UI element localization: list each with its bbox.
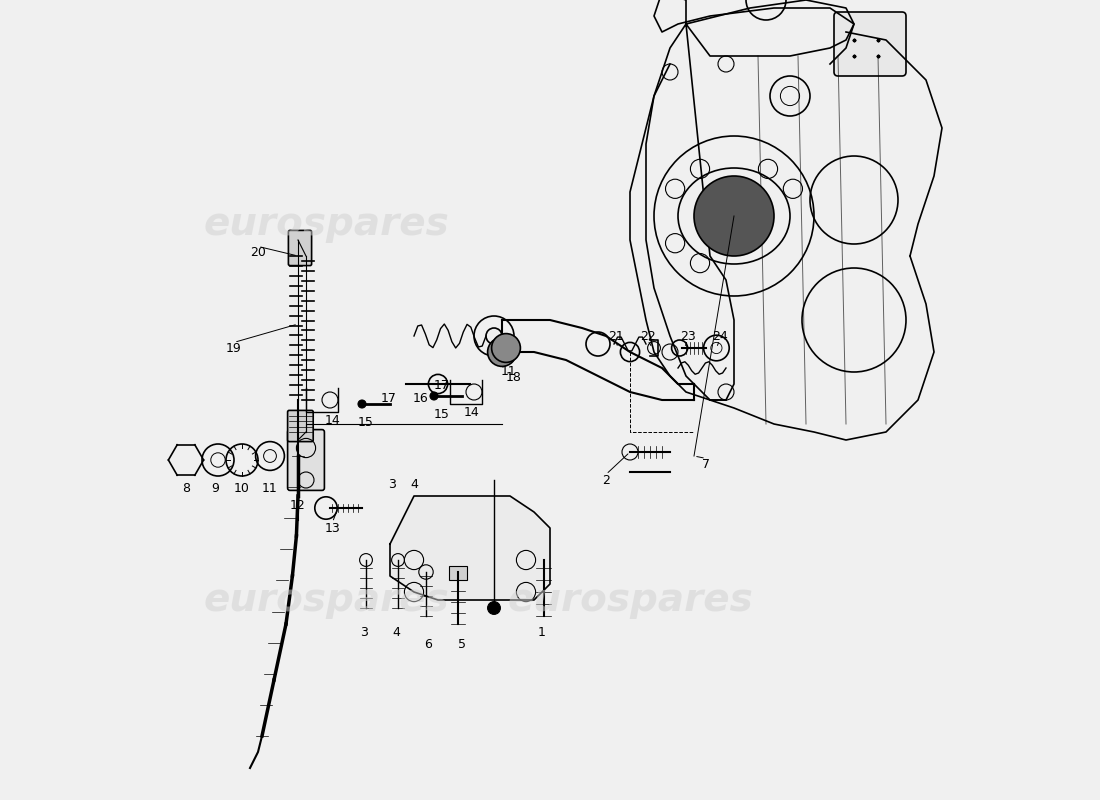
Circle shape (487, 338, 516, 366)
Text: 4: 4 (410, 478, 418, 490)
Text: 5: 5 (458, 638, 466, 650)
Text: 3: 3 (387, 478, 396, 490)
Circle shape (430, 392, 438, 400)
FancyBboxPatch shape (287, 430, 324, 490)
Text: 22: 22 (640, 330, 656, 342)
Circle shape (694, 176, 774, 256)
Bar (449, 566, 466, 580)
Circle shape (358, 400, 366, 408)
FancyBboxPatch shape (287, 410, 314, 442)
Polygon shape (390, 496, 550, 600)
FancyBboxPatch shape (288, 230, 311, 266)
Text: eurospares: eurospares (204, 581, 449, 619)
Text: 11: 11 (262, 482, 278, 494)
Text: 13: 13 (324, 522, 340, 534)
Text: 19: 19 (227, 342, 242, 354)
Text: 1: 1 (538, 626, 546, 638)
Text: 14: 14 (464, 406, 480, 418)
Text: 3: 3 (361, 626, 368, 638)
Text: 14: 14 (324, 414, 340, 426)
Text: 17: 17 (434, 379, 450, 392)
Text: 11: 11 (500, 365, 516, 378)
Text: 20: 20 (250, 246, 266, 258)
Text: 18: 18 (506, 371, 521, 384)
Text: 4: 4 (393, 626, 400, 638)
Text: 15: 15 (359, 416, 374, 429)
Text: 23: 23 (680, 330, 695, 342)
Text: 9: 9 (211, 482, 220, 494)
Text: 24: 24 (712, 330, 727, 342)
Text: eurospares: eurospares (204, 205, 449, 243)
Text: 15: 15 (434, 408, 450, 421)
Circle shape (487, 602, 500, 614)
Text: 21: 21 (607, 330, 624, 342)
Text: eurospares: eurospares (507, 581, 752, 619)
FancyBboxPatch shape (834, 12, 906, 76)
Text: 17: 17 (381, 392, 396, 405)
Text: 10: 10 (234, 482, 250, 494)
Text: 2: 2 (602, 474, 609, 486)
Text: 7: 7 (702, 458, 710, 470)
Text: 6: 6 (425, 638, 432, 650)
Text: 16: 16 (412, 392, 428, 405)
Circle shape (492, 334, 520, 362)
Text: 12: 12 (290, 499, 306, 512)
Text: 8: 8 (182, 482, 190, 494)
